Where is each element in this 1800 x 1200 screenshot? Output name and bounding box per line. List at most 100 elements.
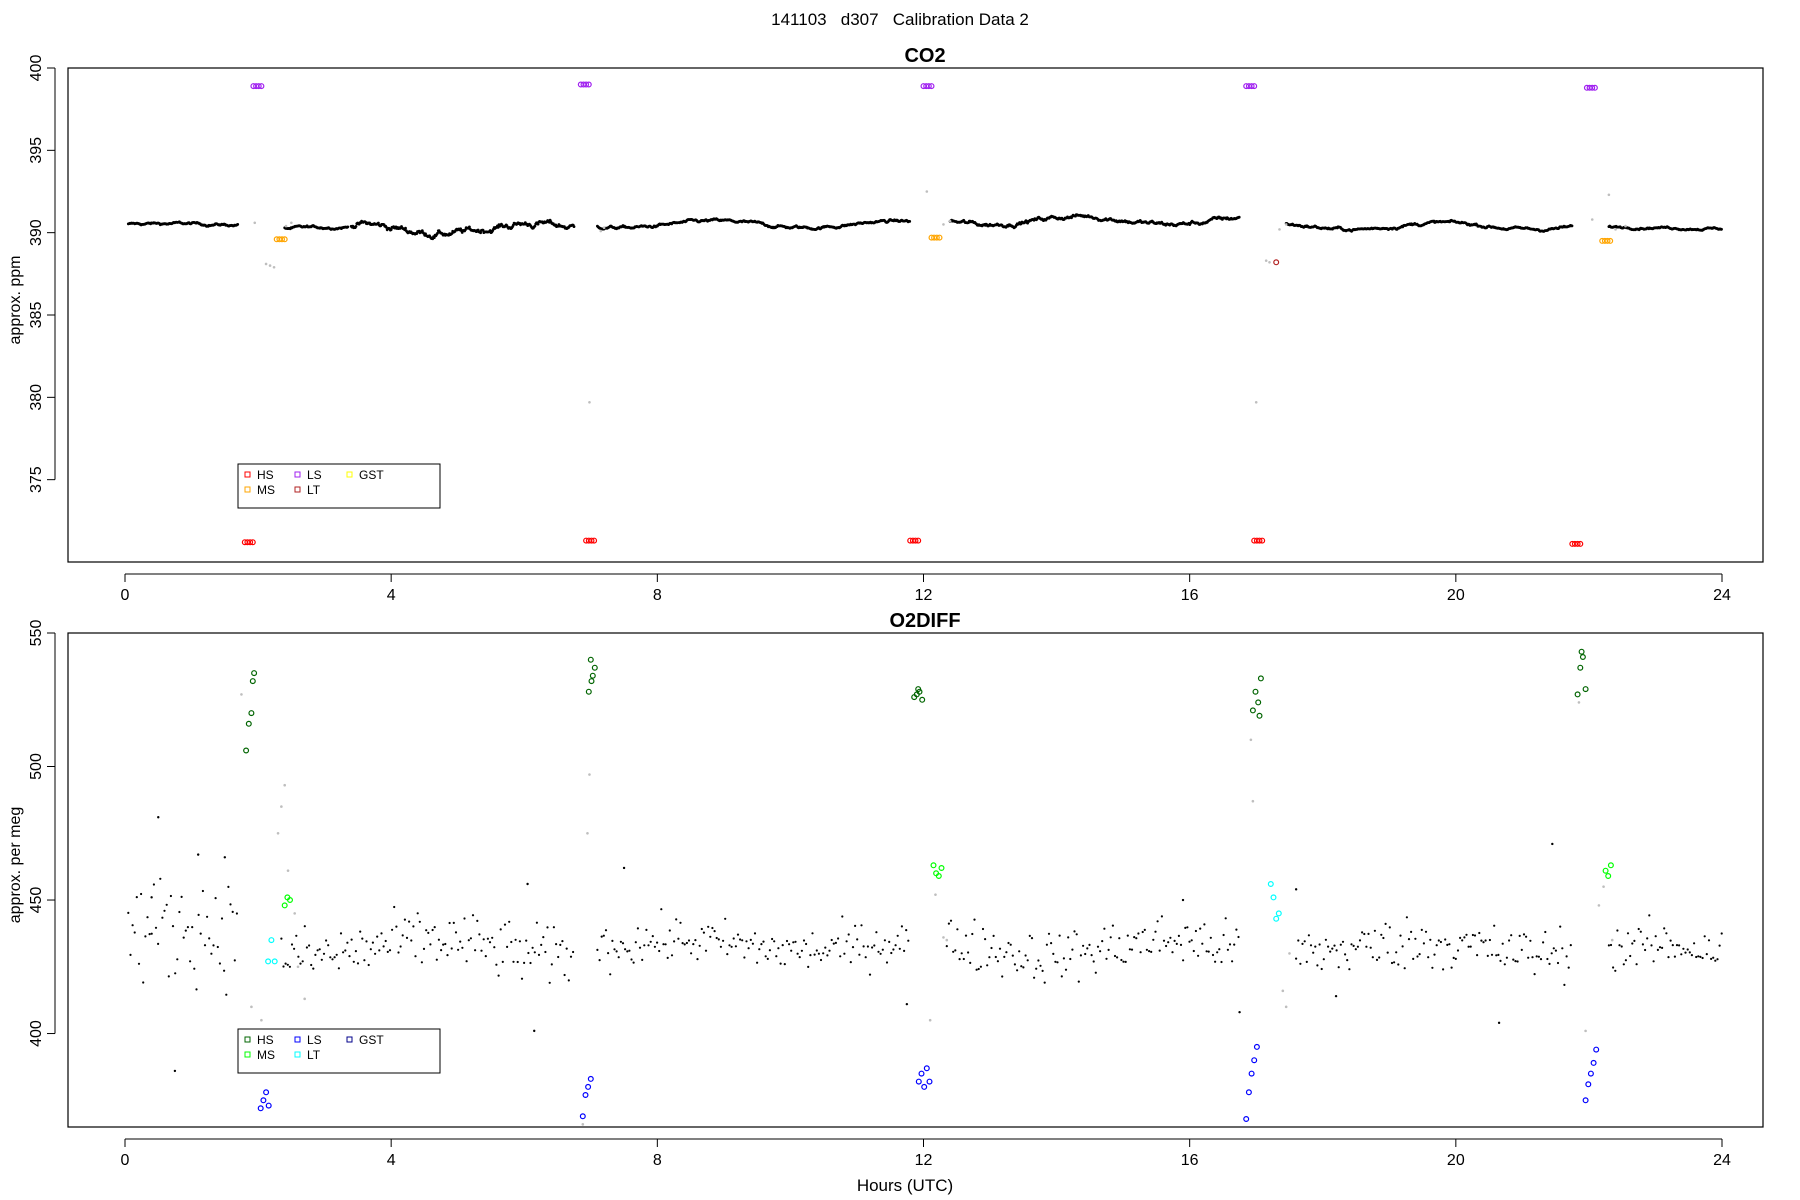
o2diff-ambient-point (1199, 927, 1202, 930)
o2diff-ambient-point (1363, 932, 1366, 936)
o2diff-legend-swatch-hs (244, 1036, 251, 1043)
o2diff-ambient-point (1314, 945, 1317, 948)
o2diff-ambient-point (819, 958, 823, 962)
o2diff-ambient-point (1620, 945, 1623, 948)
o2diff-ambient-point (690, 952, 693, 955)
co2-x-tick-label: 8 (653, 587, 662, 604)
o2diff-ambient-point (1090, 954, 1093, 957)
o2diff-ambient-point (1356, 945, 1359, 948)
o2diff-ambient-point (813, 953, 816, 956)
o2diff-ambient-point (231, 910, 234, 914)
o2diff-legend-swatch-ls (294, 1036, 301, 1043)
o2diff-ambient-point (949, 919, 953, 922)
o2diff-ambient-point (548, 981, 551, 984)
o2diff-ambient-point (1071, 948, 1074, 951)
o2diff-flagged-point (280, 805, 283, 808)
o2diff-ambient-point (1150, 950, 1153, 954)
o2diff-ls-point (923, 1065, 930, 1072)
o2diff-ls-point (1245, 1089, 1252, 1096)
o2diff-flagged-point (1251, 799, 1255, 803)
o2diff-ambient-point (1556, 961, 1560, 965)
o2diff-ambient-point (320, 958, 323, 961)
o2diff-ambient-point (555, 943, 558, 946)
co2-y-axis-label: approx. ppm (7, 256, 24, 345)
o2diff-ambient-point (1488, 938, 1491, 942)
o2diff-ambient-point (758, 948, 761, 951)
o2diff-ambient-point (1235, 928, 1238, 931)
o2diff-ambient-point (435, 958, 438, 961)
o2diff-ambient-point (1459, 936, 1462, 940)
o2diff-ambient-point (557, 955, 560, 959)
o2diff-ambient-point (1707, 939, 1711, 942)
o2diff-flagged-point (934, 893, 937, 896)
co2-ms-point (931, 234, 938, 241)
o2diff-ambient-point (431, 928, 434, 932)
o2diff-ambient-point (1407, 938, 1411, 941)
o2diff-ambient-point (1465, 933, 1468, 936)
o2diff-ambient-point (1403, 967, 1406, 970)
o2diff-ambient-point (301, 960, 304, 963)
co2-y-tick-label: 390 (28, 219, 45, 246)
co2-ambient-point (389, 228, 393, 232)
o2diff-ambient-point (662, 943, 665, 946)
o2diff-ambient-point (1133, 936, 1136, 939)
co2-ambient-point (536, 222, 540, 226)
o2diff-ambient-point (1609, 943, 1613, 947)
o2diff-ambient-point (1484, 939, 1487, 942)
o2diff-ambient-point (1173, 939, 1176, 943)
o2diff-ambient-point (397, 951, 400, 954)
o2diff-ambient-point (1073, 930, 1076, 933)
o2diff-ambient-point (280, 937, 283, 940)
o2diff-ambient-point (367, 963, 370, 967)
o2diff-ambient-point (1139, 951, 1142, 954)
o2diff-ambient-point (480, 949, 483, 952)
o2diff-ambient-point (1439, 940, 1442, 944)
o2diff-ambient-point (1190, 939, 1193, 942)
o2diff-ambient-point (169, 894, 172, 898)
o2diff-ambient-point (1113, 954, 1117, 958)
o2diff-ambient-point (146, 916, 149, 919)
o2diff-ambient-point (520, 977, 524, 980)
o2diff-ambient-point (1209, 936, 1212, 939)
o2diff-y-tick-label: 400 (28, 1020, 45, 1047)
co2-panel-title: CO2 (904, 45, 945, 67)
o2diff-ambient-point (1618, 944, 1621, 947)
o2diff-ambient-point (1539, 958, 1543, 961)
co2-ambient-point (460, 231, 464, 234)
o2diff-ambient-point (1673, 955, 1676, 958)
o2diff-ambient-point (664, 943, 667, 946)
o2diff-ambient-point (1050, 942, 1053, 945)
co2-ms-point (936, 234, 943, 241)
o2diff-ambient-point (161, 916, 164, 919)
co2-legend-swatch-lt (294, 486, 301, 493)
o2diff-ambient-point (679, 921, 682, 924)
o2diff-hs-point (1574, 691, 1581, 698)
o2diff-ambient-point (529, 961, 532, 965)
o2diff-ambient-point (988, 956, 991, 959)
co2-y-axis: 375 380 385 390 395 400 (28, 55, 56, 493)
o2diff-ambient-point (628, 949, 631, 952)
o2diff-ambient-point (1471, 933, 1474, 937)
o2diff-ambient-point (675, 918, 678, 921)
o2diff-ambient-point (526, 882, 529, 886)
o2diff-ambient-point (1179, 943, 1183, 947)
o2diff-ambient-point (1103, 927, 1106, 930)
o2diff-ambient-point (223, 856, 227, 859)
o2diff-ambient-point (1420, 928, 1423, 932)
o2diff-ambient-point (1542, 941, 1545, 944)
o2diff-ambient-point (308, 944, 311, 947)
o2diff-ambient-point (1563, 983, 1566, 987)
co2-x-tick-label: 20 (1447, 587, 1465, 604)
o2diff-ambient-point (609, 973, 612, 976)
o2diff-ambient-point (399, 945, 402, 948)
co2-ls-point (1589, 84, 1596, 91)
o2diff-ambient-point (1016, 969, 1019, 972)
co2-plot-frame (67, 67, 1764, 563)
o2diff-ambient-point (1495, 954, 1498, 957)
o2diff-ambient-point (171, 925, 175, 928)
o2diff-ambient-point (405, 936, 409, 940)
o2diff-ambient-point (1667, 956, 1670, 959)
co2-hs-point (591, 537, 598, 544)
o2diff-ambient-point (781, 944, 784, 947)
o2diff-ambient-point (201, 889, 204, 893)
